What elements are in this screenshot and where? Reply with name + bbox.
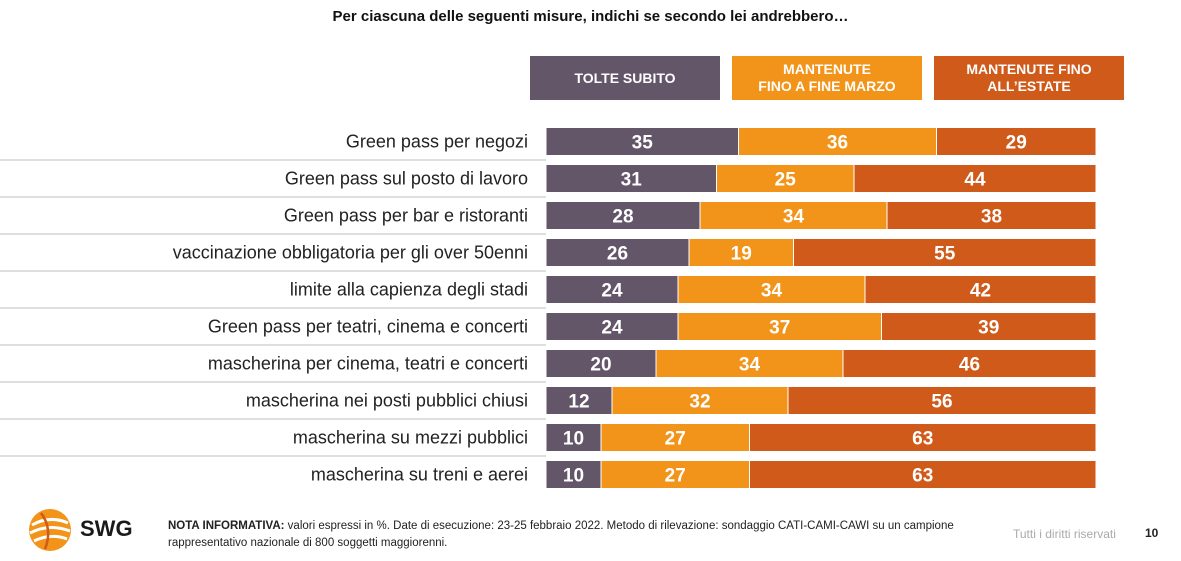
legend-estate-line2: ALL’ESTATE (987, 78, 1071, 94)
data-label: 24 (601, 318, 623, 339)
data-label: 39 (978, 318, 999, 339)
bar-segment-estate (864, 275, 1097, 304)
data-label: 10 (563, 429, 584, 450)
data-label: 27 (665, 466, 686, 487)
legend-estate: MANTENUTE FINO ALL’ESTATE (934, 56, 1124, 100)
data-label: 38 (981, 207, 1002, 228)
category-label: mascherina nei posti pubblici chiusi (246, 391, 528, 411)
logo-text: SWG (80, 516, 133, 541)
bar-segment-estate (886, 201, 1097, 230)
data-label: 29 (1006, 133, 1027, 154)
data-label: 28 (612, 207, 633, 228)
data-label: 34 (739, 355, 761, 376)
data-label: 42 (970, 281, 991, 302)
rights-text: Tutti i diritti riservati (1013, 527, 1116, 541)
info-note: NOTA INFORMATIVA: valori espressi in %. … (168, 518, 1008, 552)
category-label: mascherina su mezzi pubblici (293, 428, 528, 448)
data-label: 34 (761, 281, 783, 302)
stacked-bar-chart: Green pass per negozi 35 36 29 Green pass su… (0, 127, 1097, 489)
data-label: 25 (775, 170, 797, 191)
data-label: 26 (607, 244, 628, 265)
bar-segment-estate (793, 238, 1097, 267)
bar-segment-tolte (545, 127, 739, 156)
bar-segment-tolte (545, 238, 690, 267)
data-label: 63 (912, 429, 933, 450)
bar-segment-tolte (545, 423, 602, 452)
data-label: 27 (665, 429, 686, 450)
note-text: valori espressi in %. Date di esecuzione… (168, 520, 954, 549)
bar-segment-estate (749, 423, 1097, 452)
data-label: 55 (934, 244, 956, 265)
bar-segment-fine-marzo (677, 275, 866, 304)
bar-segment-estate (749, 460, 1097, 489)
bar-segment-fine-marzo (600, 423, 750, 452)
bar-segment-estate (842, 349, 1097, 378)
category-label: mascherina su treni e aerei (311, 465, 528, 485)
legend-fine-marzo: MANTENUTE FINO A FINE MARZO (732, 56, 922, 100)
data-label: 10 (563, 466, 584, 487)
data-label: 32 (689, 392, 710, 413)
category-label: Green pass sul posto di lavoro (285, 169, 528, 189)
category-label: Green pass per negozi (346, 132, 528, 152)
legend-estate-line1: MANTENUTE FINO (966, 61, 1092, 77)
legend-fine-marzo-line2: FINO A FINE MARZO (758, 78, 896, 94)
category-label: Green pass per bar e ristoranti (284, 206, 528, 226)
bar-segment-estate (936, 127, 1097, 156)
note-label: NOTA INFORMATIVA: (168, 520, 285, 532)
bar-segment-fine-marzo (699, 201, 888, 230)
bar-segment-tolte (545, 349, 657, 378)
chart-title: Per ciascuna delle seguenti misure, indi… (332, 8, 849, 25)
data-label: 36 (827, 133, 848, 154)
bar-segment-tolte (545, 275, 679, 304)
category-label: limite alla capienza degli stadi (290, 280, 528, 300)
bar-segment-fine-marzo (611, 386, 789, 415)
data-label: 34 (783, 207, 805, 228)
category-label: mascherina per cinema, teatri e concerti (208, 354, 528, 374)
legend-fine-marzo-line1: MANTENUTE (783, 61, 871, 77)
data-label: 46 (959, 355, 980, 376)
bar-segment-tolte (545, 164, 717, 193)
category-label: vaccinazione obbligatoria per gli over 5… (173, 243, 528, 263)
data-label: 63 (912, 466, 933, 487)
bar-segment-fine-marzo (738, 127, 937, 156)
data-label: 19 (731, 244, 752, 265)
legend-tolte-subito: TOLTE SUBITO (530, 56, 720, 100)
data-label: 35 (632, 133, 654, 154)
data-label: 12 (568, 392, 589, 413)
bar-segment-fine-marzo (688, 238, 794, 267)
bar-segment-fine-marzo (716, 164, 855, 193)
bar-segment-estate (853, 164, 1097, 193)
data-label: 20 (590, 355, 611, 376)
page-number: 10 (1145, 526, 1159, 540)
bar-segment-tolte (545, 201, 701, 230)
bar-segment-tolte (545, 386, 613, 415)
data-label: 56 (931, 392, 952, 413)
bar-segment-estate (787, 386, 1097, 415)
data-label: 37 (769, 318, 790, 339)
data-label: 24 (601, 281, 623, 302)
data-label: 31 (621, 170, 643, 191)
data-label: 44 (964, 170, 986, 191)
bar-segment-estate (881, 312, 1097, 341)
category-label: Green pass per teatri, cinema e concerti (208, 317, 528, 337)
swg-logo-icon (29, 509, 71, 551)
bar-segment-fine-marzo (677, 312, 882, 341)
legend-tolte-label: TOLTE SUBITO (574, 69, 676, 86)
bar-segment-fine-marzo (600, 460, 750, 489)
